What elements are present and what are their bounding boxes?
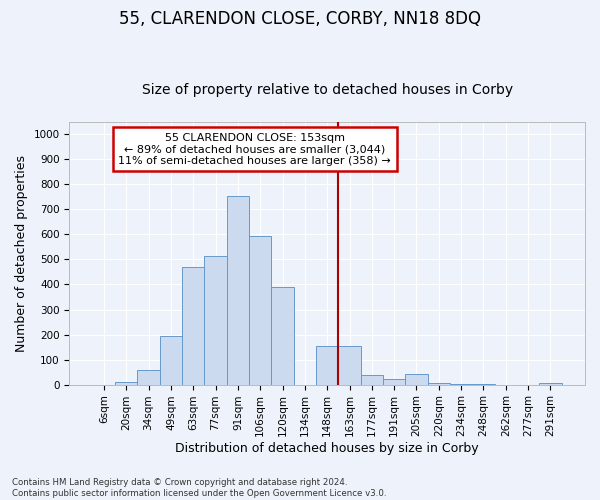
Bar: [137, 370, 160, 384]
Bar: [428, 382, 450, 384]
Bar: [271, 287, 294, 384]
Bar: [249, 236, 271, 384]
Bar: [205, 256, 227, 384]
Text: 55 CLARENDON CLOSE: 153sqm
← 89% of detached houses are smaller (3,044)
11% of s: 55 CLARENDON CLOSE: 153sqm ← 89% of deta…: [118, 132, 391, 166]
Bar: [227, 196, 249, 384]
Text: Contains HM Land Registry data © Crown copyright and database right 2024.
Contai: Contains HM Land Registry data © Crown c…: [12, 478, 386, 498]
X-axis label: Distribution of detached houses by size in Corby: Distribution of detached houses by size …: [175, 442, 479, 455]
Bar: [182, 267, 205, 384]
Bar: [361, 376, 383, 384]
Bar: [383, 379, 406, 384]
Text: 55, CLARENDON CLOSE, CORBY, NN18 8DQ: 55, CLARENDON CLOSE, CORBY, NN18 8DQ: [119, 10, 481, 28]
Bar: [160, 336, 182, 384]
Title: Size of property relative to detached houses in Corby: Size of property relative to detached ho…: [142, 83, 513, 97]
Bar: [316, 346, 338, 385]
Y-axis label: Number of detached properties: Number of detached properties: [15, 154, 28, 352]
Bar: [115, 382, 137, 384]
Bar: [338, 346, 361, 385]
Bar: [406, 374, 428, 384]
